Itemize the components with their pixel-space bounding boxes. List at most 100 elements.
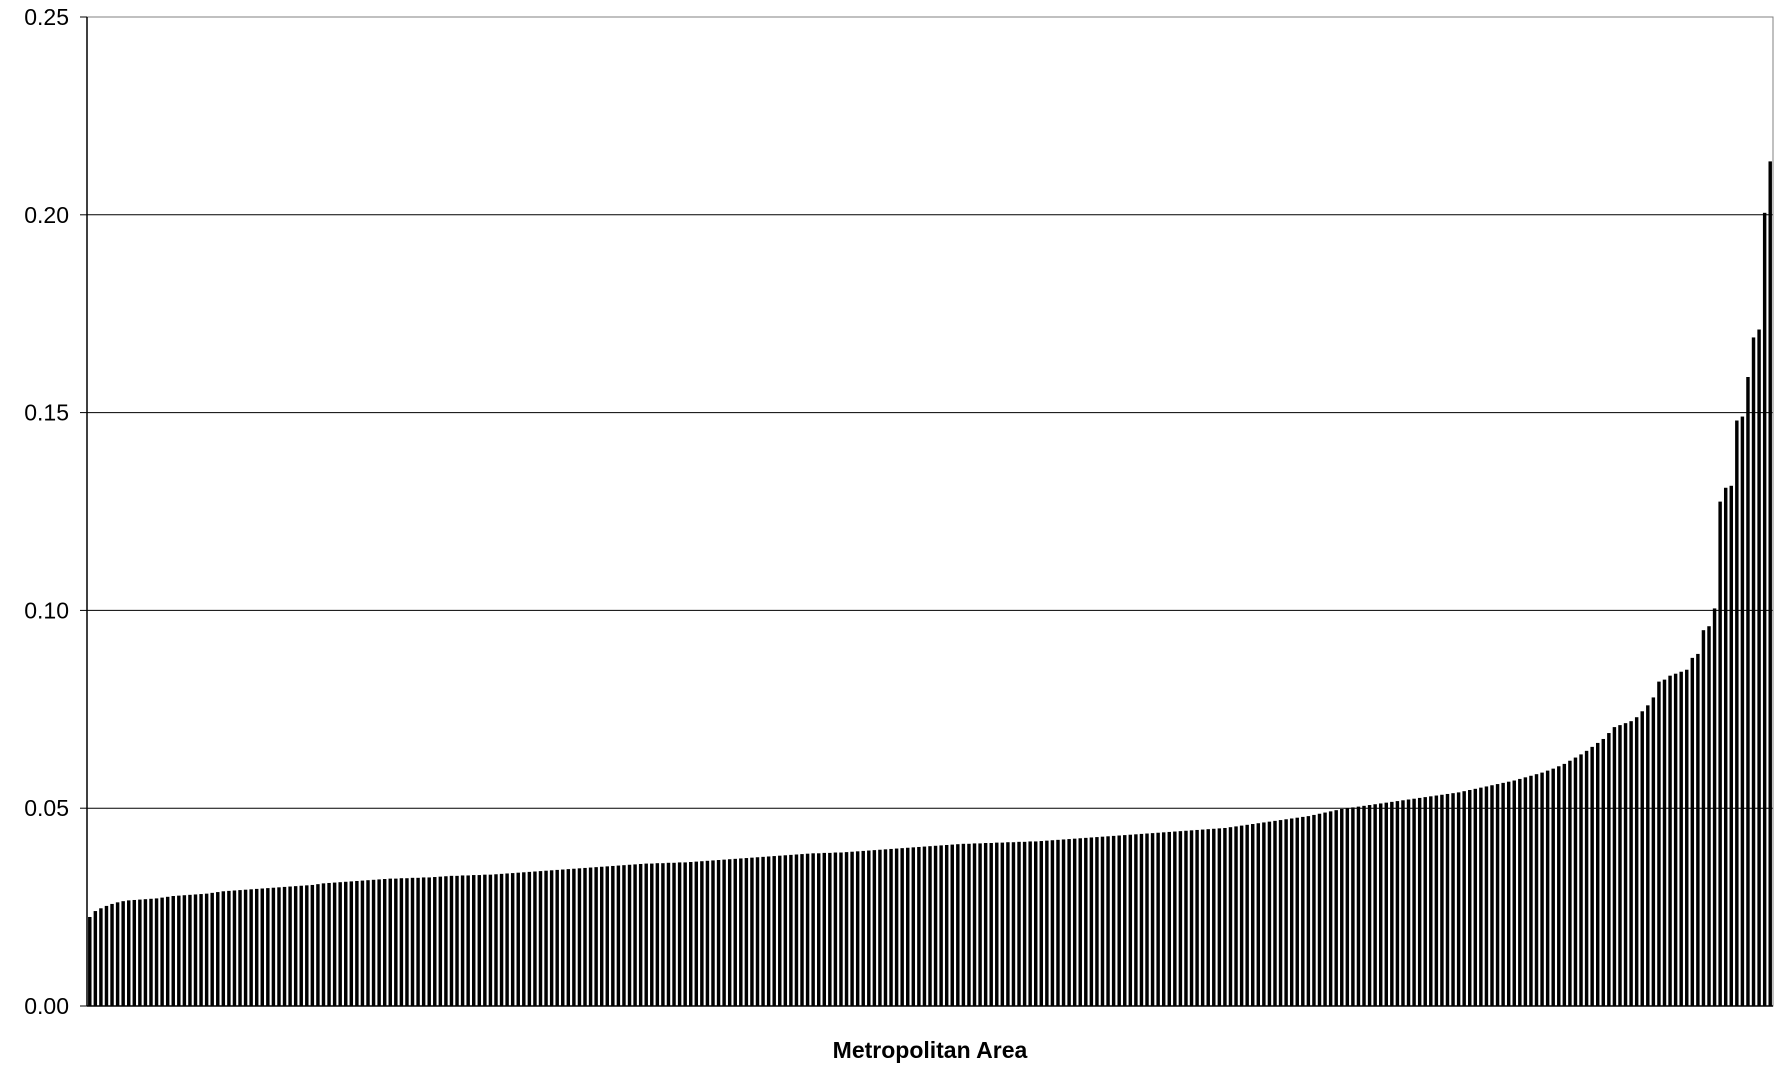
bar	[1651, 697, 1656, 1006]
bar	[227, 890, 231, 1006]
bar	[1278, 820, 1283, 1006]
bar	[1479, 787, 1483, 1006]
bar	[577, 868, 582, 1006]
bar	[210, 892, 214, 1006]
bar	[561, 869, 565, 1006]
bar	[1295, 817, 1299, 1006]
bar	[1200, 829, 1205, 1006]
bar	[288, 886, 292, 1006]
bar	[1757, 329, 1761, 1006]
bar	[1312, 814, 1316, 1006]
bar	[243, 889, 248, 1006]
bar	[138, 899, 142, 1006]
bar	[594, 867, 598, 1006]
bar	[522, 872, 526, 1006]
bar	[1634, 717, 1639, 1006]
bar	[110, 903, 114, 1006]
bar	[1462, 791, 1466, 1006]
bar	[466, 875, 470, 1006]
bar	[371, 879, 376, 1006]
bar	[544, 870, 548, 1006]
bar	[182, 895, 187, 1006]
bar	[533, 871, 537, 1006]
bar	[1378, 803, 1383, 1006]
bar	[1484, 786, 1489, 1006]
bar	[421, 877, 426, 1006]
bar	[405, 878, 409, 1006]
bar	[349, 881, 354, 1006]
bar	[483, 874, 487, 1006]
bar	[917, 846, 921, 1006]
bar	[1306, 816, 1311, 1006]
bar	[1429, 796, 1433, 1006]
bar	[644, 863, 648, 1006]
bar	[844, 852, 849, 1006]
bar	[410, 877, 415, 1006]
bar	[305, 885, 309, 1006]
bar	[850, 851, 854, 1006]
bar	[1590, 746, 1594, 1006]
bar	[1456, 792, 1461, 1006]
bar	[789, 854, 793, 1006]
bar	[1061, 839, 1066, 1006]
bar	[1067, 839, 1071, 1006]
bar	[1545, 770, 1550, 1006]
bar	[1712, 608, 1717, 1006]
bar	[661, 863, 665, 1006]
bar	[1256, 823, 1261, 1006]
bar	[1301, 816, 1305, 1006]
bar	[327, 882, 331, 1006]
bar	[739, 858, 743, 1006]
bar	[1512, 780, 1516, 1006]
bar	[204, 893, 209, 1006]
y-tick-label: 0.00	[24, 993, 69, 1019]
bar	[1490, 785, 1494, 1006]
bar	[1212, 828, 1216, 1006]
bar	[1267, 821, 1272, 1006]
bar	[1662, 679, 1667, 1006]
bar	[132, 899, 137, 1006]
bar	[1028, 841, 1032, 1006]
bar	[1751, 337, 1756, 1006]
bar	[277, 887, 281, 1006]
bar	[282, 886, 287, 1006]
bar	[727, 859, 732, 1006]
bar	[477, 875, 482, 1006]
bar	[1284, 819, 1288, 1006]
bar	[1045, 840, 1049, 1006]
bar	[1373, 804, 1377, 1006]
bar	[1451, 793, 1455, 1006]
bar	[961, 843, 966, 1006]
bar	[505, 873, 509, 1006]
bar	[1679, 671, 1683, 1006]
bar	[1534, 774, 1539, 1006]
bar	[1139, 833, 1144, 1006]
bar	[1596, 742, 1600, 1006]
bar	[700, 861, 704, 1006]
bar	[1468, 790, 1472, 1006]
bar	[1128, 834, 1133, 1006]
bar	[944, 844, 949, 1006]
bar	[1618, 725, 1622, 1006]
bar	[1078, 838, 1082, 1006]
bar	[588, 867, 593, 1006]
bar	[1417, 797, 1422, 1006]
bar	[1529, 775, 1533, 1006]
bar	[867, 850, 871, 1006]
bar	[716, 860, 721, 1006]
bar	[416, 877, 420, 1006]
bar	[344, 881, 348, 1006]
bar	[171, 896, 175, 1006]
bar	[1718, 501, 1722, 1006]
bar	[1523, 777, 1528, 1006]
bar	[1729, 485, 1733, 1006]
bar	[816, 853, 821, 1006]
bar	[822, 852, 826, 1006]
bar	[1518, 778, 1522, 1006]
bar	[1740, 416, 1745, 1006]
bar	[1184, 830, 1188, 1006]
bar	[811, 853, 815, 1006]
bar	[1234, 826, 1238, 1006]
bar	[683, 862, 687, 1006]
bar	[1557, 766, 1561, 1006]
